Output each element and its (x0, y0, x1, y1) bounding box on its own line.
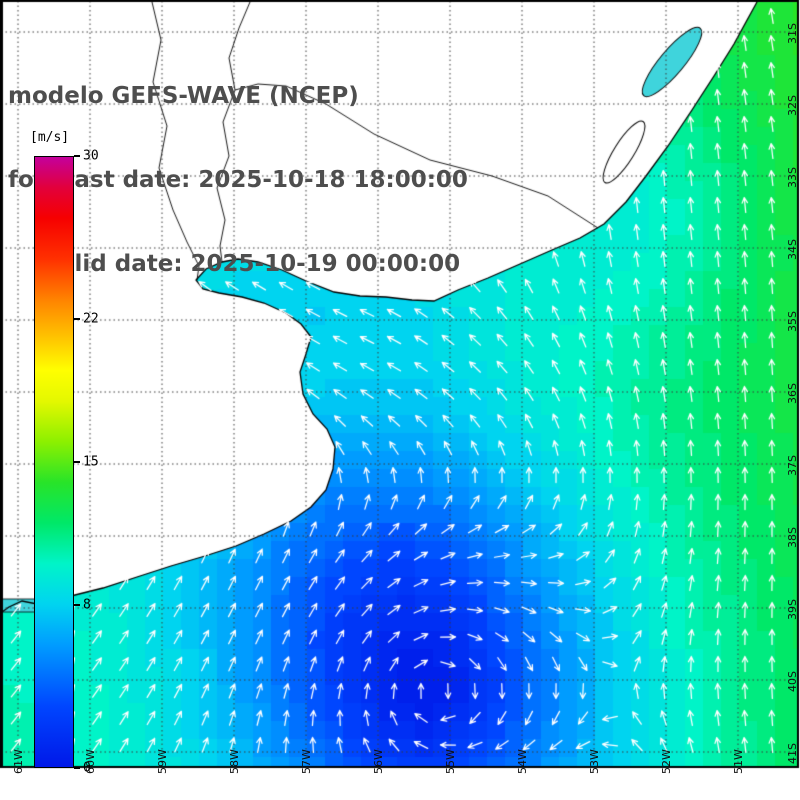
lat-label: 36S (786, 383, 799, 404)
lat-label: 37S (786, 455, 799, 476)
lon-label: 57W (300, 749, 313, 774)
model-title: modelo GEFS-WAVE (NCEP) (8, 83, 359, 109)
valid-date-line: valid date: 2025-10-19 00:00:00 (44, 251, 461, 277)
lon-label: 59W (156, 749, 169, 774)
lat-label: 33S (786, 167, 799, 188)
forecast-date-line: forecast date: 2025-10-18 18:00:00 (8, 167, 468, 193)
lat-label: 32S (786, 95, 799, 116)
lat-label: 38S (786, 527, 799, 548)
lon-label: 52W (660, 749, 673, 774)
lon-label: 53W (588, 749, 601, 774)
lon-label: 58W (228, 749, 241, 774)
lat-label: 41S (786, 743, 799, 764)
lon-label: 61W (12, 749, 25, 774)
title-block: modelo GEFS-WAVE (NCEP) forecast date: 2… (8, 26, 468, 334)
lon-label: 54W (516, 749, 529, 774)
lon-label: 60W (84, 749, 97, 774)
lon-label: 56W (372, 749, 385, 774)
lat-label: 39S (786, 599, 799, 620)
lat-label: 35S (786, 311, 799, 332)
lat-label: 34S (786, 239, 799, 260)
lat-label: 40S (786, 671, 799, 692)
lon-label: 55W (444, 749, 457, 774)
lat-label: 31S (786, 23, 799, 44)
lon-label: 51W (732, 749, 745, 774)
